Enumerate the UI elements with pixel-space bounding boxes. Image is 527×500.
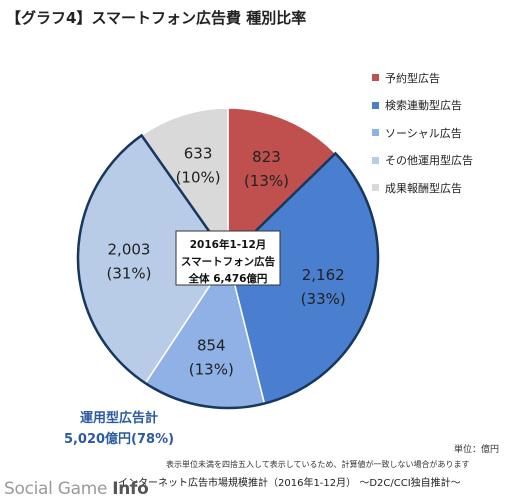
slice-value-label: 2,162 [302,266,345,284]
operational-ads-total: 運用型広告計 5,020億円(78%) [44,408,194,450]
pie-slices [77,107,379,409]
legend-item: 検索連動型広告 [372,92,473,120]
legend-swatch [372,156,379,164]
operational-group-outline [76,133,380,410]
pie-slice-1 [227,107,337,260]
slice-value-label: 823 [252,148,281,166]
rounding-note: 表示単位未満を四捨五入して表示しているため、計算値が一致しない場合があります [166,460,470,469]
center-label-line: 全体 6,476億円 [188,272,268,285]
legend-swatch [372,129,379,137]
slice-percent-label: (31%) [106,265,151,283]
source-note: インターネット広告市場規模推計（2016年1-12月） ～D2C/CCI独自推計… [118,478,461,489]
legend-label: その他運用型広告 [385,154,473,168]
center-label-box [175,230,281,286]
unit-note: 単位：億円 [453,445,499,455]
operational-ads-total-title: 運用型広告計 [79,411,158,426]
legend-label: ソーシャル広告 [385,126,462,140]
watermark-suffix: Info [112,479,149,499]
pie-slice-5 [140,107,229,261]
legend-swatch [372,101,379,109]
legend-label: 検索連動型広告 [385,99,462,113]
slice-value-label: 854 [197,337,226,355]
legend-item: ソーシャル広告 [372,119,473,147]
chart-title: 【グラフ4】スマートフォン広告費 種別比率 [6,9,307,27]
pie-labels: 823 (13%) 2,162 (33%) 854 (13%) 2,003 (31%) 633 (… [106,145,345,379]
legend-item: 予約型広告 [372,64,473,92]
legend-label: 予約型広告 [385,71,440,85]
slice-value-label: 633 [184,145,213,163]
legend-item: 成果報酬型広告 [372,174,473,202]
slice-percent-label: (13%) [244,172,289,190]
slice-percent-label: (10%) [176,169,221,187]
center-label-line: スマートフォン広告 [181,255,276,268]
legend-swatch [372,74,379,82]
slice-percent-label: (33%) [301,290,346,308]
watermark-prefix: Social Game [4,479,113,499]
watermark-logo: Social Game Info [4,479,149,499]
legend-label: 成果報酬型広告 [385,181,462,195]
chart-legend: 予約型広告検索連動型広告 ソーシャル広告 その他運用型広告 成果報酬型広告 [372,64,473,202]
slice-value-label: 2,003 [108,241,151,259]
operational-ads-total-value: 5,020億円(78%) [63,432,175,447]
legend-item: その他運用型広告 [372,147,473,175]
center-label-line: 2016年1-12月 [190,238,267,251]
legend-swatch [372,184,379,192]
slice-percent-label: (13%) [189,361,234,379]
